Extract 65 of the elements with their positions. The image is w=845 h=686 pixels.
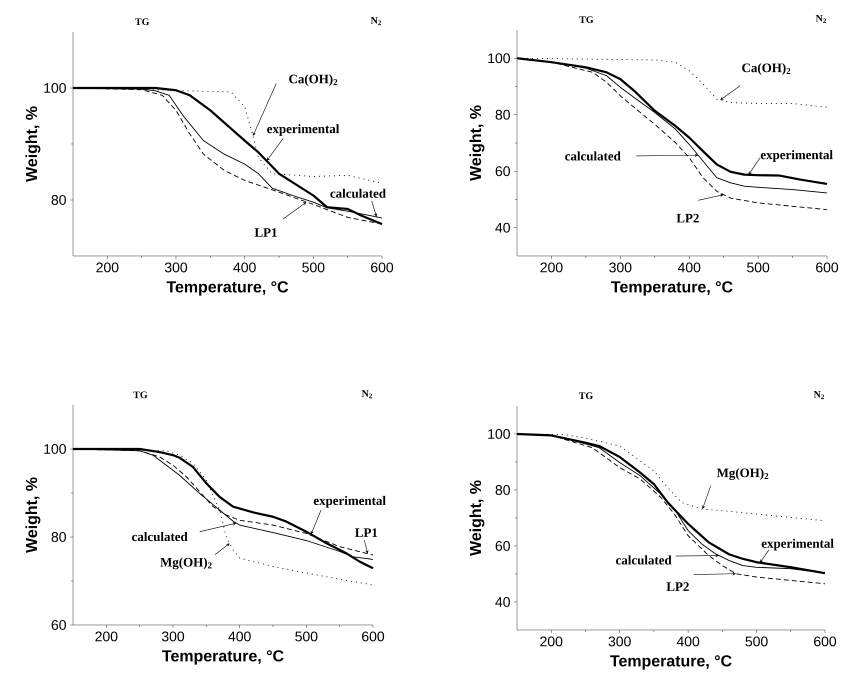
x-axis-title: Temperature, °C xyxy=(611,281,733,296)
x-tick-label: 300 xyxy=(609,262,632,272)
y-tick-label: 100 xyxy=(44,83,66,93)
y-tick-label: 100 xyxy=(488,53,510,64)
x-tick-label: 200 xyxy=(96,262,118,272)
text: LP2 xyxy=(666,582,689,591)
x-tick-label: 500 xyxy=(745,636,768,646)
series-label: experimental xyxy=(314,496,386,508)
x-tick-label: 500 xyxy=(747,262,770,272)
series-label: LP1 xyxy=(355,528,378,537)
y-tick-label: 100 xyxy=(44,444,66,454)
x-tick-label: 400 xyxy=(676,636,700,646)
x-axis-title: Temperature, °C xyxy=(166,281,288,296)
x-axis-title: Temperature, °C xyxy=(162,650,284,665)
text: N$_{2}$ xyxy=(370,17,382,26)
x-tick-label: 400 xyxy=(678,262,700,272)
x-tick-label: 600 xyxy=(816,262,838,272)
series-label: calculated xyxy=(330,188,386,198)
y-tick-label: 60 xyxy=(496,541,510,551)
x-tick-label: 600 xyxy=(814,636,836,646)
x-tick-label: 200 xyxy=(95,631,118,642)
text: TG xyxy=(578,392,593,400)
text: N$_{2}$ xyxy=(816,14,826,24)
y-axis-title: Weight, % xyxy=(25,106,40,182)
y-tick-label: 80 xyxy=(52,532,66,542)
y-tick-label: 80 xyxy=(496,110,510,120)
legend-label: experimental xyxy=(267,124,340,136)
text: LP1 xyxy=(254,228,277,237)
y-tick-label: 60 xyxy=(52,620,66,630)
legend-label: calculated xyxy=(616,555,672,565)
x-tick-label: 400 xyxy=(233,262,256,272)
text: N$_{2}$ xyxy=(814,391,824,400)
text: Ca(OH)$_{2}$ xyxy=(742,63,790,75)
x-tick-label: 500 xyxy=(295,631,318,642)
text: LP2 xyxy=(676,214,699,222)
text: Mg(OH)$_{2}$ xyxy=(716,468,768,480)
series-label: Mg(OH)$_{2}$ xyxy=(160,557,212,570)
x-tick-label: 600 xyxy=(371,262,394,272)
y-tick-label: 60 xyxy=(496,166,510,176)
text: TG xyxy=(133,392,148,398)
text: TG xyxy=(135,18,150,26)
series-label: experimental xyxy=(760,150,833,162)
text: N$_{2}$ xyxy=(362,390,372,398)
y-tick-label: 100 xyxy=(488,429,510,439)
x-tick-label: 300 xyxy=(162,631,184,642)
series-label: experimental xyxy=(762,538,834,550)
y-axis-title: Weight, % xyxy=(469,480,484,556)
y-axis-title: Weight, % xyxy=(25,477,40,553)
y-tick-label: 80 xyxy=(52,195,66,205)
y-tick-label: 40 xyxy=(495,222,510,233)
x-tick-label: 300 xyxy=(608,636,631,646)
y-tick-label: 80 xyxy=(496,485,510,495)
x-tick-label: 200 xyxy=(540,262,563,272)
text: TG xyxy=(579,16,594,24)
x-tick-label: 200 xyxy=(540,636,562,646)
y-tick-label: 40 xyxy=(495,597,510,607)
x-tick-label: 300 xyxy=(164,262,188,272)
x-tick-label: 400 xyxy=(228,631,251,642)
x-axis-title: Temperature, °C xyxy=(610,655,732,670)
y-axis-title: Weight, % xyxy=(469,105,484,181)
x-tick-label: 600 xyxy=(362,631,384,642)
legend-label: calculated xyxy=(132,532,188,542)
x-tick-label: 500 xyxy=(302,262,324,272)
legend-label: calculated xyxy=(565,151,621,161)
text: Ca(OH)$_{2}$ xyxy=(289,74,338,86)
